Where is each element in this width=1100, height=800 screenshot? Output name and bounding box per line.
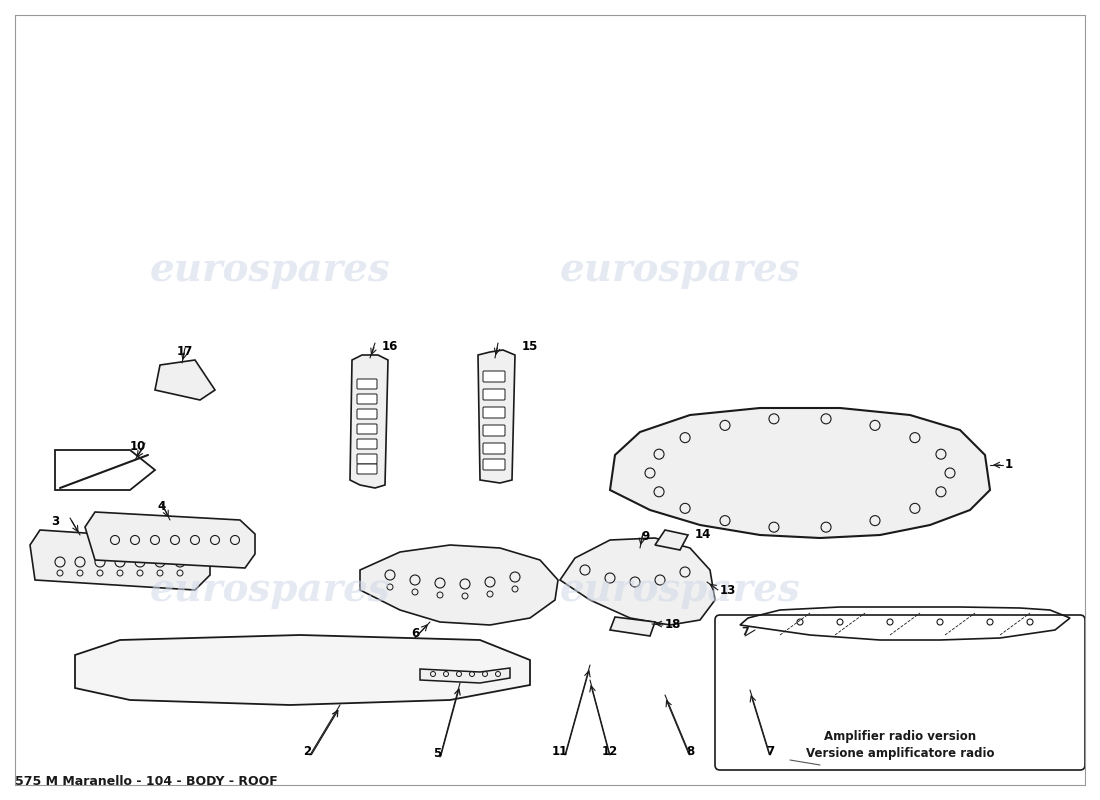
Text: 4: 4 [158, 500, 166, 513]
Polygon shape [30, 530, 210, 590]
Text: 5: 5 [433, 747, 441, 760]
FancyBboxPatch shape [483, 443, 505, 454]
Text: eurospares: eurospares [150, 251, 390, 289]
Text: 17: 17 [177, 345, 194, 358]
FancyBboxPatch shape [358, 394, 377, 404]
Text: 13: 13 [720, 583, 736, 597]
FancyBboxPatch shape [358, 454, 377, 464]
Text: 7: 7 [766, 745, 774, 758]
Text: 10: 10 [130, 440, 146, 453]
Text: 1: 1 [1005, 458, 1013, 471]
Text: 11: 11 [552, 745, 568, 758]
Polygon shape [360, 545, 558, 625]
FancyBboxPatch shape [483, 389, 505, 400]
FancyBboxPatch shape [358, 439, 377, 449]
Polygon shape [610, 408, 990, 538]
Text: 8: 8 [686, 745, 694, 758]
FancyBboxPatch shape [358, 464, 377, 474]
FancyBboxPatch shape [715, 615, 1085, 770]
Polygon shape [560, 538, 715, 625]
Text: Amplifier radio version: Amplifier radio version [824, 730, 976, 743]
Polygon shape [350, 355, 388, 488]
Text: 3: 3 [51, 515, 59, 528]
Text: 15: 15 [521, 340, 538, 353]
Text: 18: 18 [666, 618, 681, 631]
Text: 14: 14 [695, 529, 712, 542]
Text: eurospares: eurospares [150, 571, 390, 609]
Text: 575 M Maranello - 104 - BODY - ROOF: 575 M Maranello - 104 - BODY - ROOF [15, 775, 277, 788]
FancyBboxPatch shape [483, 371, 505, 382]
FancyBboxPatch shape [483, 459, 505, 470]
Text: Versione amplificatore radio: Versione amplificatore radio [805, 747, 994, 760]
Polygon shape [155, 360, 214, 400]
FancyBboxPatch shape [358, 409, 377, 419]
FancyBboxPatch shape [358, 379, 377, 389]
Text: 16: 16 [382, 340, 398, 353]
Text: eurospares: eurospares [560, 571, 801, 609]
Text: eurospares: eurospares [560, 251, 801, 289]
Text: 9: 9 [641, 530, 649, 543]
FancyBboxPatch shape [483, 407, 505, 418]
Polygon shape [580, 545, 680, 600]
Polygon shape [420, 668, 510, 683]
Polygon shape [75, 635, 530, 705]
FancyBboxPatch shape [358, 424, 377, 434]
Polygon shape [654, 530, 688, 550]
Text: 7: 7 [741, 627, 749, 637]
Text: 2: 2 [302, 745, 311, 758]
Text: 6: 6 [411, 627, 419, 640]
Polygon shape [478, 350, 515, 483]
Text: 12: 12 [602, 745, 618, 758]
FancyBboxPatch shape [483, 425, 505, 436]
Polygon shape [610, 617, 654, 636]
Polygon shape [85, 512, 255, 568]
